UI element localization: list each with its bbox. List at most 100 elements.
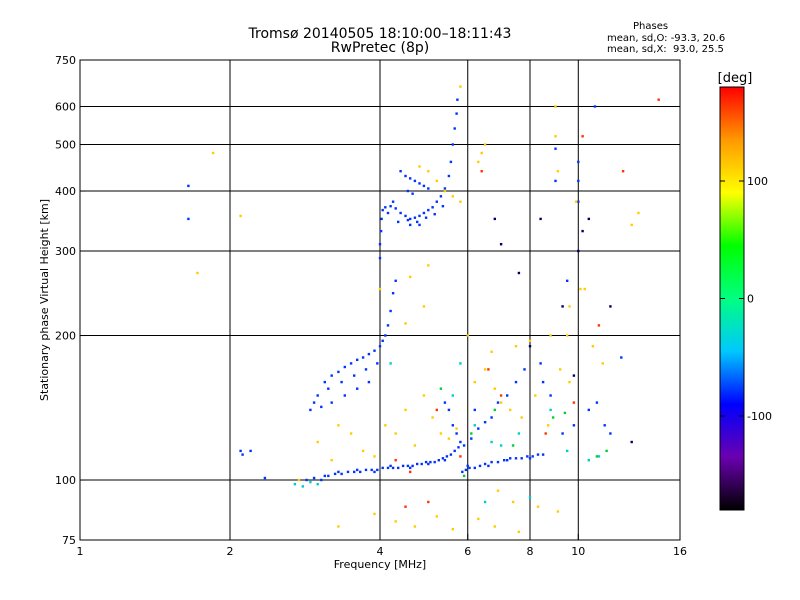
data-point <box>378 243 382 246</box>
data-point <box>320 478 323 482</box>
data-point <box>297 478 301 482</box>
data-point <box>568 380 571 384</box>
data-point <box>361 356 365 359</box>
data-point <box>443 401 447 404</box>
data-point <box>441 205 445 208</box>
data-point <box>404 214 407 218</box>
data-point <box>520 416 523 419</box>
data-point <box>581 229 584 233</box>
data-point <box>376 362 379 365</box>
data-point <box>593 105 597 108</box>
data-point <box>461 470 464 474</box>
data-point <box>514 457 518 460</box>
data-point <box>554 105 557 108</box>
data-point <box>577 249 580 253</box>
data-point <box>249 449 252 453</box>
data-point <box>509 408 512 412</box>
data-point <box>327 387 330 390</box>
data-point <box>473 466 476 470</box>
data-point <box>517 432 521 435</box>
data-point <box>378 345 382 348</box>
y-tick-label: 100 <box>55 474 76 487</box>
data-point <box>451 528 454 531</box>
data-point <box>595 455 599 458</box>
data-point <box>499 401 503 404</box>
data-point <box>330 401 333 404</box>
data-point <box>337 424 340 427</box>
data-point <box>456 98 459 101</box>
data-point <box>373 470 376 474</box>
data-point <box>404 505 407 508</box>
data-point <box>394 432 397 435</box>
data-point <box>487 464 490 468</box>
data-point <box>499 444 503 447</box>
data-point <box>196 271 199 275</box>
chart-title-line1: Tromsø 20140505 18:10:00–18:11:43 <box>248 26 512 42</box>
data-point <box>556 510 560 513</box>
data-point <box>514 380 518 384</box>
data-point <box>577 179 580 183</box>
data-point <box>526 455 529 458</box>
data-point <box>566 449 569 453</box>
data-point <box>337 525 340 528</box>
data-point <box>503 459 506 462</box>
data-point <box>380 217 383 221</box>
data-point <box>409 217 412 221</box>
data-point <box>241 453 244 456</box>
data-point <box>439 432 443 435</box>
x-tick-label: 6 <box>464 545 471 558</box>
data-point <box>373 512 376 516</box>
data-point <box>337 370 340 374</box>
data-point <box>346 470 350 474</box>
data-point <box>409 177 412 180</box>
data-point <box>404 408 407 412</box>
data-point <box>470 437 473 440</box>
data-point <box>523 368 526 371</box>
data-point <box>544 432 547 435</box>
data-point <box>506 394 509 397</box>
data-point <box>340 472 343 476</box>
data-point <box>404 322 407 325</box>
data-point <box>549 334 552 337</box>
data-point <box>437 459 440 462</box>
data-point <box>386 211 390 215</box>
x-tick-label: 1 <box>77 545 84 558</box>
data-point <box>451 394 454 397</box>
data-point <box>528 345 532 348</box>
data-point <box>506 459 509 462</box>
data-point <box>595 401 599 404</box>
data-point <box>459 362 462 365</box>
data-point <box>433 213 436 216</box>
data-point <box>211 151 215 155</box>
data-point <box>416 462 419 466</box>
data-point <box>466 464 469 468</box>
data-point <box>563 411 567 415</box>
data-point <box>422 394 426 397</box>
data-point <box>409 275 412 279</box>
x-tick-label: 4 <box>377 545 384 558</box>
data-point <box>413 444 417 447</box>
data-point <box>605 449 608 453</box>
data-point <box>470 432 473 435</box>
data-point <box>561 305 564 308</box>
data-point <box>413 525 417 528</box>
data-point <box>443 459 447 462</box>
data-point <box>343 394 346 397</box>
data-point <box>309 480 312 484</box>
data-point <box>480 170 483 173</box>
data-point <box>478 464 482 468</box>
data-point <box>343 365 346 369</box>
data-point <box>583 287 586 291</box>
data-point <box>353 374 356 377</box>
data-point <box>459 85 462 88</box>
data-point <box>566 279 569 282</box>
data-point <box>353 470 356 474</box>
data-point <box>320 405 323 409</box>
x-tick-label: 16 <box>673 545 687 558</box>
data-point <box>427 264 430 267</box>
data-point <box>378 287 382 291</box>
data-point <box>477 517 480 521</box>
data-point <box>556 170 560 173</box>
data-point <box>466 334 469 337</box>
